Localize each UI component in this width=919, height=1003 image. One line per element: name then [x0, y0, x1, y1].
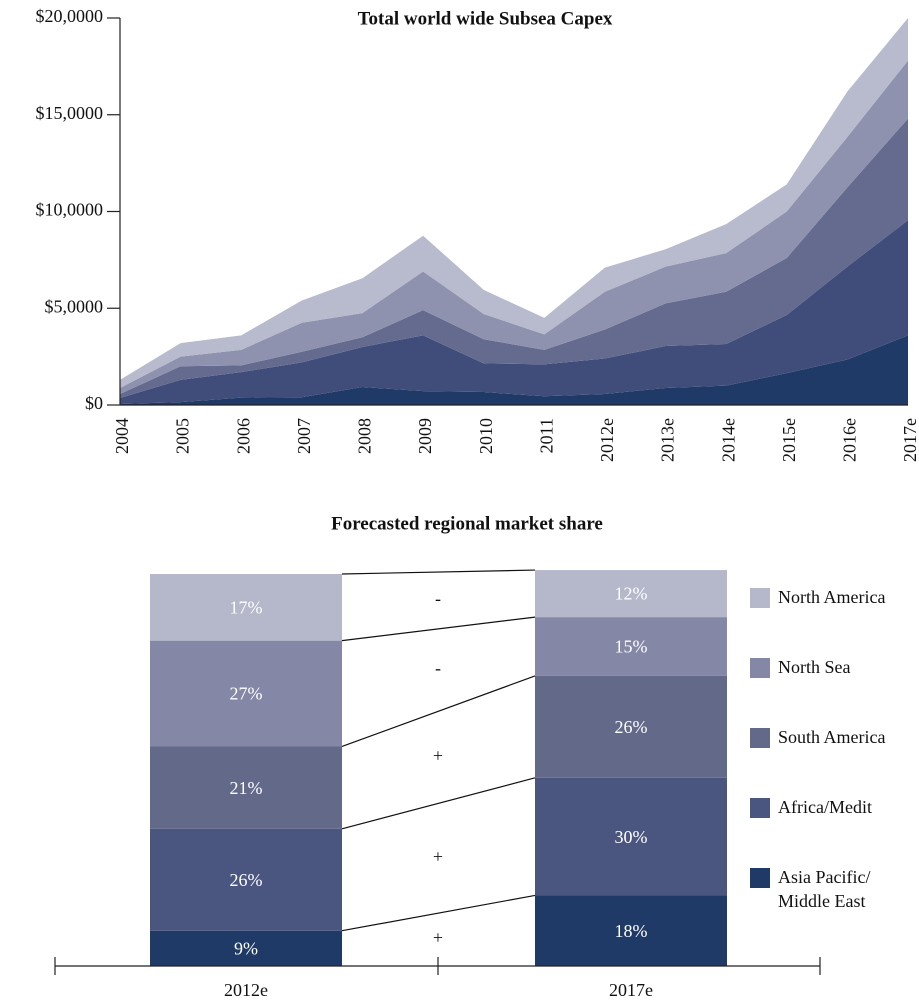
legend-swatch: [750, 658, 770, 678]
x-tick-label: 2008: [355, 418, 375, 454]
area: [120, 60, 908, 394]
value-label: 17%: [230, 597, 263, 617]
legend-swatch: [750, 798, 770, 818]
legend-label-box: Africa/Medit: [778, 797, 872, 817]
value-label: 9%: [234, 938, 258, 958]
change-sign: +: [433, 745, 443, 765]
chart-title: Forecasted regional market share: [331, 513, 603, 534]
bar-segment: [535, 675, 727, 778]
bar-segment: [150, 640, 342, 747]
value-label: 26%: [230, 870, 263, 890]
x-tick-label: 2017e: [900, 418, 919, 462]
legend-label: South America: [778, 727, 886, 747]
x-tick-label: 2012e: [224, 980, 268, 1000]
x-tick-label: 2014e: [718, 418, 738, 462]
chart-title: Total world wide Subsea Capex: [358, 8, 613, 29]
legend-label: Asia Pacific/ Middle East: [778, 867, 871, 911]
legend-label-box: Asia Pacific/ Middle East: [778, 867, 871, 911]
value-label: 26%: [615, 717, 648, 737]
value-label: 27%: [230, 684, 263, 704]
x-tick-label: 2009: [415, 418, 435, 454]
area: [120, 118, 908, 399]
y-tick-label: $10,0000: [36, 200, 104, 220]
bar-segment: [535, 895, 727, 966]
change-sign: -: [435, 589, 441, 609]
bar-segment: [535, 777, 727, 896]
legend-label-box: North America: [778, 587, 886, 607]
y-tick-label: $15,0000: [36, 103, 104, 123]
x-tick-label: 2016e: [840, 418, 860, 462]
connector: [341, 616, 536, 642]
value-label: 30%: [615, 827, 648, 847]
legend-label: Africa/Medit: [778, 797, 872, 817]
legend-label-box: South America: [778, 727, 886, 747]
connector: [341, 777, 536, 830]
connector: [341, 894, 536, 932]
change-sign: -: [435, 658, 441, 678]
bar-segment: [150, 828, 342, 931]
bar-segment: [150, 574, 342, 641]
x-tick-label: 2004: [112, 418, 132, 454]
legend-swatch: [750, 868, 770, 888]
bar-segment: [150, 746, 342, 829]
y-tick-label: $0: [85, 393, 103, 413]
bar-segment: [535, 617, 727, 676]
bar-segment: [150, 930, 342, 966]
x-tick-label: 2017e: [609, 980, 653, 1000]
x-tick-label: 2011: [536, 418, 556, 453]
x-tick-label: 2006: [233, 418, 253, 454]
x-tick-label: 2010: [476, 418, 496, 454]
value-label: 15%: [615, 637, 648, 657]
x-tick-label: 2007: [294, 418, 314, 454]
legend-label: North America: [778, 587, 886, 607]
connector: [341, 675, 536, 748]
legend-label: North Sea: [778, 657, 851, 677]
legend-swatch: [750, 588, 770, 608]
area: [120, 18, 908, 388]
value-label: 12%: [615, 584, 648, 604]
bar-segment: [535, 570, 727, 618]
change-sign: +: [433, 846, 443, 866]
y-tick-label: $5,0000: [45, 296, 104, 316]
x-tick-label: 2005: [173, 418, 193, 454]
y-tick-label: $20,0000: [36, 6, 104, 26]
x-tick-label: 2015e: [779, 418, 799, 462]
change-sign: +: [433, 928, 443, 948]
legend-swatch: [750, 728, 770, 748]
connector: [341, 569, 536, 575]
area: [120, 220, 908, 405]
value-label: 18%: [615, 921, 648, 941]
value-label: 21%: [230, 778, 263, 798]
x-tick-label: 2013e: [658, 418, 678, 462]
legend-label-box: North Sea: [778, 657, 851, 677]
x-tick-label: 2012e: [597, 418, 617, 462]
area: [120, 335, 908, 405]
